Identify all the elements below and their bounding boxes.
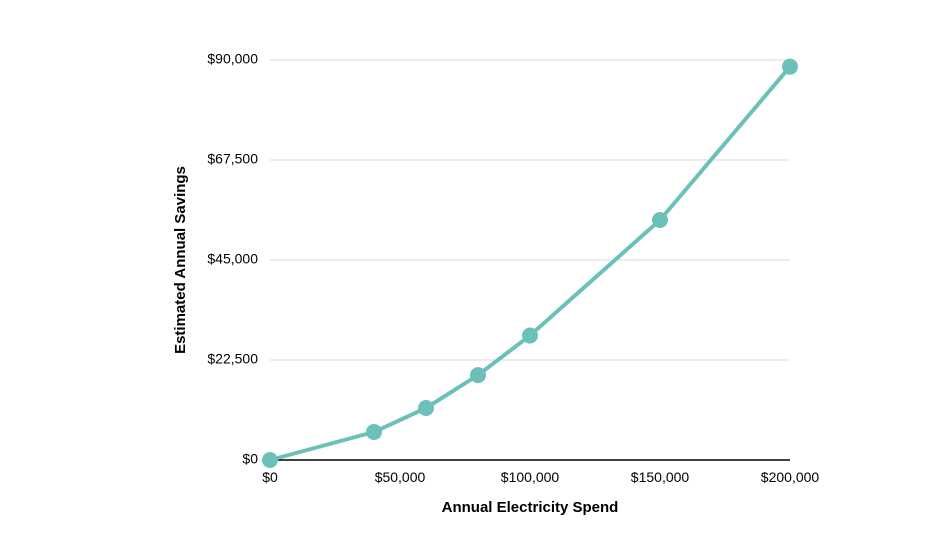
savings-chart: $0 $22,500 $45,000 $67,500 $90,000 $0 $50,000 $… (0, 0, 936, 557)
series-marker (652, 212, 668, 228)
series-line (270, 67, 790, 460)
series-marker (470, 367, 486, 383)
chart-svg: $0 $22,500 $45,000 $67,500 $90,000 $0 $50,000 $… (0, 0, 936, 557)
y-axis-label: Estimated Annual Savings (172, 166, 189, 354)
y-tick-label: $67,500 (207, 151, 258, 167)
x-tick-label: $100,000 (501, 469, 560, 485)
x-tick-label: $0 (262, 469, 278, 485)
series-marker (418, 400, 434, 416)
y-tick-label: $0 (242, 451, 258, 467)
x-tick-label: $200,000 (761, 469, 820, 485)
series-marker (522, 328, 538, 344)
x-tick-label: $50,000 (375, 469, 426, 485)
series-marker (366, 424, 382, 440)
x-tick-label: $150,000 (631, 469, 690, 485)
series-marker (782, 59, 798, 75)
y-tick-label: $45,000 (207, 251, 258, 267)
series-marker (262, 452, 278, 468)
y-tick-label: $22,500 (207, 351, 258, 367)
x-axis-label: Annual Electricity Spend (442, 499, 619, 516)
y-tick-label: $90,000 (207, 51, 258, 67)
